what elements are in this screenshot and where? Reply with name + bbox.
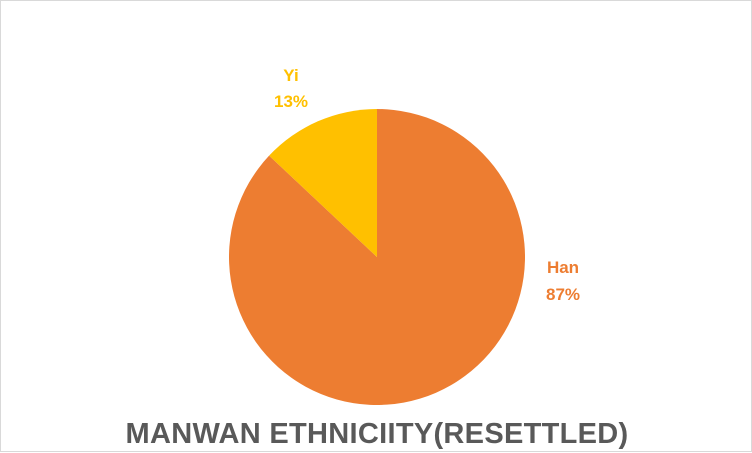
slice-label-yi-percent: 13%	[274, 92, 308, 111]
slice-label-han-name: Han	[547, 258, 579, 277]
pie-slice-yi	[269, 109, 377, 257]
slice-label-yi-name: Yi	[283, 66, 298, 85]
pie-slice-han	[229, 109, 525, 405]
pie-slices	[229, 109, 525, 405]
chart-title: MANWAN ETHNICIITY(RESETTLED)	[126, 418, 629, 450]
slice-labels: Han 87% Yi 13%	[274, 66, 580, 304]
slice-label-han-percent: 87%	[546, 285, 580, 304]
